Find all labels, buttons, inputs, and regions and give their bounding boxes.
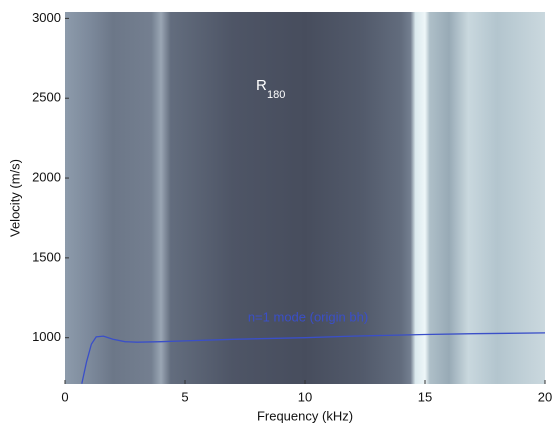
y-tick-label: 2500 — [32, 90, 61, 105]
x-tick-label: 15 — [418, 389, 432, 404]
y-tick-label: 1000 — [32, 329, 61, 344]
dispersion-image — [65, 12, 545, 384]
x-tick-label: 0 — [61, 389, 68, 404]
y-tick-label: 2000 — [32, 169, 61, 184]
series-line — [81, 332, 546, 384]
y-tick-label: 1500 — [32, 249, 61, 264]
series-label: n=1 mode (origin bh) — [248, 309, 368, 324]
annotation: R — [256, 77, 267, 94]
annotation-subscript: 180 — [267, 89, 285, 101]
x-tick-label: 20 — [538, 389, 552, 404]
x-axis-label: Frequency (kHz) — [257, 408, 353, 423]
x-tick-label: 5 — [181, 389, 188, 404]
y-tick-label: 3000 — [32, 10, 61, 25]
x-tick-label: 10 — [298, 389, 312, 404]
y-axis-label: Velocity (m/s) — [7, 159, 22, 237]
